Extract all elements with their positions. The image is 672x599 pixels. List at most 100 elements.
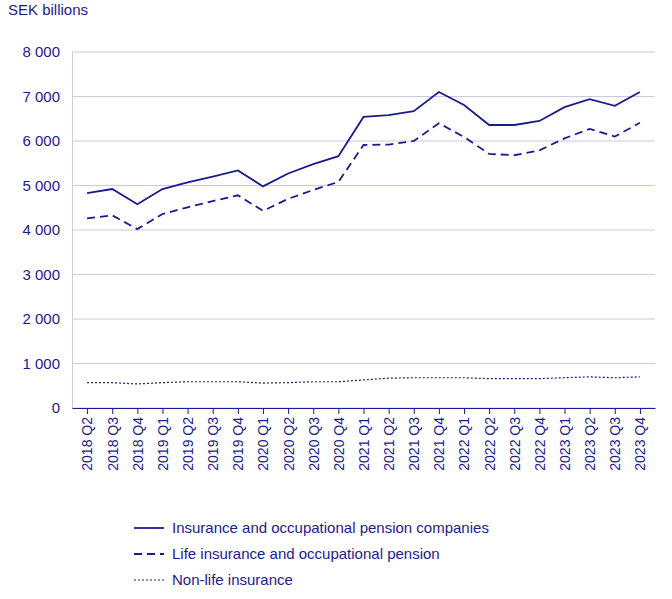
legend-swatch (134, 527, 164, 529)
x-tick-label: 2019 Q4 (230, 417, 246, 471)
y-tick: 5 000 (22, 177, 72, 194)
x-tick-label: 2018 Q4 (130, 417, 146, 471)
y-tick-label: 6 000 (22, 132, 60, 149)
y-tick: 6 000 (22, 132, 72, 149)
x-tick-label: 2021 Q1 (356, 417, 372, 471)
x-tick-mark (263, 408, 264, 414)
legend-swatch (134, 579, 164, 580)
series-group (87, 92, 640, 384)
x-tick-label: 2020 Q4 (331, 417, 347, 471)
chart: 0 1 000 2 000 3 000 4 000 5 000 6 000 7 000 8 00… (0, 0, 672, 599)
x-tick: 2019 Q2 (180, 408, 196, 471)
x-tick: 2022 Q4 (532, 408, 548, 471)
y-axis-line (72, 53, 73, 409)
x-tick: 2023 Q2 (582, 408, 598, 471)
grid-line (72, 274, 655, 275)
grid-line (72, 185, 655, 186)
x-tick-label: 2020 Q1 (255, 417, 271, 471)
x-tick-label: 2020 Q3 (306, 417, 322, 471)
x-tick: 2020 Q2 (281, 408, 297, 471)
x-tick-label: 2023 Q3 (607, 417, 623, 471)
y-tick: 3 000 (22, 266, 72, 283)
legend-label: Life insurance and occupational pension (172, 545, 440, 562)
grid-line (72, 96, 655, 97)
x-tick-label: 2022 Q1 (456, 417, 472, 471)
grid-line (72, 319, 655, 320)
x-tick: 2023 Q4 (632, 408, 648, 471)
x-tick-label: 2020 Q2 (281, 417, 297, 471)
y-tick-label: 4 000 (22, 221, 60, 238)
series-line (87, 377, 640, 384)
y-tick-label: 1 000 (22, 355, 60, 372)
plot-area: 0 1 000 2 000 3 000 4 000 5 000 6 000 7 000 8 00… (22, 43, 655, 470)
y-tick: 7 000 (22, 88, 72, 105)
x-tick-mark (565, 408, 566, 414)
grid (72, 52, 655, 408)
x-tick-label: 2023 Q2 (582, 417, 598, 471)
x-tick: 2018 Q2 (79, 408, 95, 471)
y-tick-label: 5 000 (22, 177, 60, 194)
y-tick-label: 3 000 (22, 266, 60, 283)
x-tick-mark (238, 408, 239, 414)
x-tick-mark (464, 408, 465, 414)
x-tick-mark (137, 408, 138, 414)
x-tick-label: 2021 Q4 (431, 417, 447, 471)
x-tick-mark (288, 408, 289, 414)
y-tick-label: 8 000 (22, 43, 60, 60)
x-tick: 2021 Q3 (406, 408, 422, 471)
x-tick: 2023 Q3 (607, 408, 623, 471)
y-tick-label: 0 (52, 399, 60, 416)
x-tick: 2019 Q4 (230, 408, 246, 471)
x-tick-label: 2021 Q3 (406, 417, 422, 471)
x-tick-mark (338, 408, 339, 414)
x-tick-label: 2022 Q2 (482, 417, 498, 471)
x-tick-label: 2019 Q3 (205, 417, 221, 471)
x-tick-mark (389, 408, 390, 414)
x-tick-label: 2019 Q2 (180, 417, 196, 471)
x-tick-mark (188, 408, 189, 414)
legend-label: Non-life insurance (172, 571, 293, 588)
x-tick: 2018 Q4 (130, 408, 146, 471)
grid-line (72, 363, 655, 364)
y-tick-label: 2 000 (22, 310, 60, 327)
grid-line (72, 141, 655, 142)
x-tick: 2020 Q1 (255, 408, 271, 471)
x-tick: 2018 Q3 (105, 408, 121, 471)
x-tick: 2022 Q1 (456, 408, 472, 471)
series-line (87, 123, 640, 229)
x-tick-mark (313, 408, 314, 414)
series-line (87, 92, 640, 204)
y-tick: 2 000 (22, 310, 72, 327)
legend-label: Insurance and occupational pension compa… (172, 519, 489, 536)
x-tick-mark (640, 408, 641, 414)
x-tick: 2020 Q3 (306, 408, 322, 471)
x-tick-mark (112, 408, 113, 414)
x-tick-mark (162, 408, 163, 414)
x-tick-label: 2023 Q1 (557, 417, 573, 471)
x-tick: 2019 Q3 (205, 408, 221, 471)
x-tick-label: 2022 Q4 (532, 417, 548, 471)
x-tick-mark (615, 408, 616, 414)
x-tick: 2021 Q4 (431, 408, 447, 471)
x-tick-mark (539, 408, 540, 414)
x-tick-label: 2022 Q3 (507, 417, 523, 471)
x-tick: 2022 Q3 (507, 408, 523, 471)
x-tick: 2021 Q1 (356, 408, 372, 471)
x-tick: 2019 Q1 (155, 408, 171, 471)
x-tick: 2022 Q2 (482, 408, 498, 471)
grid-line (72, 230, 655, 231)
x-tick-mark (364, 408, 365, 414)
x-tick-mark (590, 408, 591, 414)
x-tick-mark (514, 408, 515, 414)
x-tick-mark (414, 408, 415, 414)
x-tick-mark (213, 408, 214, 414)
y-tick-label: 7 000 (22, 88, 60, 105)
x-tick-mark (489, 408, 490, 414)
x-tick-label: 2019 Q1 (155, 417, 171, 471)
y-tick: 1 000 (22, 355, 72, 372)
x-tick: 2020 Q4 (331, 408, 347, 471)
x-tick-mark (439, 408, 440, 414)
y-tick: 8 000 (22, 43, 72, 60)
legend: Insurance and occupational pension compa… (134, 519, 489, 588)
x-tick: 2023 Q1 (557, 408, 573, 471)
